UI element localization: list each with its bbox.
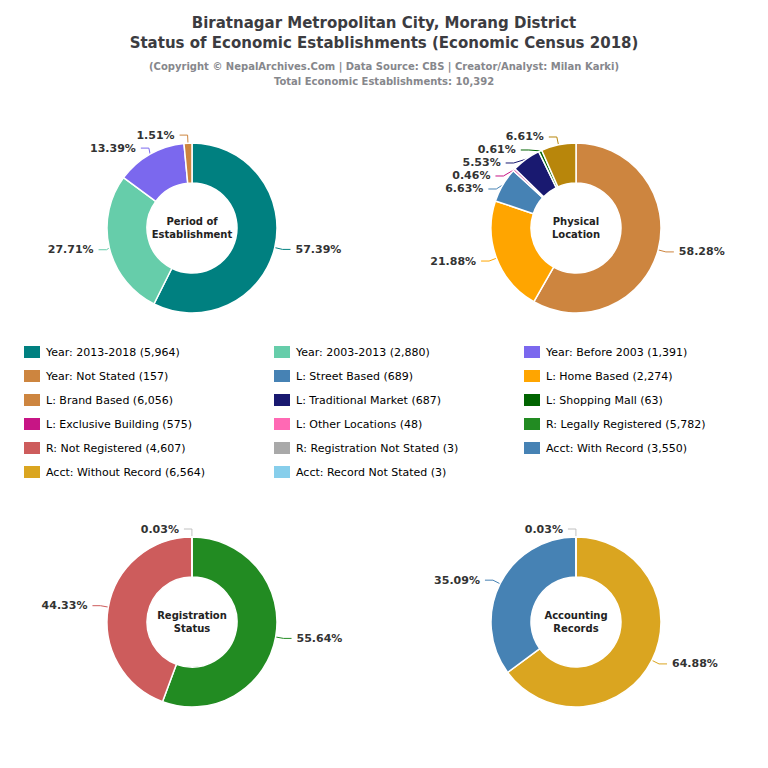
svg-text:L: Home Based (2,274): L: Home Based (2,274) [546,370,673,383]
svg-text:5.53%: 5.53% [462,156,500,169]
svg-text:Acct: With Record (3,550): Acct: With Record (3,550) [546,442,687,455]
svg-text:Establishment: Establishment [152,229,233,240]
svg-text:Biratnagar Metropolitan City,: Biratnagar Metropolitan City, Morang Dis… [192,14,577,32]
svg-text:Acct: Without Record (6,564): Acct: Without Record (6,564) [46,466,205,479]
svg-text:57.39%: 57.39% [296,243,342,256]
svg-text:1.51%: 1.51% [136,129,174,142]
svg-text:0.46%: 0.46% [452,169,490,182]
svg-text:R: Not Registered (4,607): R: Not Registered (4,607) [46,442,186,455]
svg-text:Status of Economic Establishme: Status of Economic Establishments (Econo… [130,34,639,52]
svg-text:55.64%: 55.64% [297,632,343,645]
svg-text:0.61%: 0.61% [478,143,516,156]
svg-text:L: Street Based (689): L: Street Based (689) [296,370,413,383]
svg-text:6.63%: 6.63% [445,182,483,195]
svg-text:L: Exclusive Building (575): L: Exclusive Building (575) [46,418,192,431]
svg-text:27.71%: 27.71% [48,243,94,256]
svg-text:0.03%: 0.03% [141,523,179,536]
svg-text:Year: 2003-2013 (2,880): Year: 2003-2013 (2,880) [295,346,430,359]
svg-text:13.39%: 13.39% [90,142,136,155]
svg-text:Status: Status [174,623,211,634]
svg-text:Year: 2013-2018 (5,964): Year: 2013-2018 (5,964) [45,346,180,359]
svg-text:R: Registration Not Stated (3): R: Registration Not Stated (3) [296,442,458,455]
svg-text:0.03%: 0.03% [525,523,563,536]
svg-text:58.28%: 58.28% [679,245,725,258]
svg-text:6.61%: 6.61% [506,130,544,143]
svg-text:44.33%: 44.33% [42,599,88,612]
svg-text:Accounting: Accounting [544,610,607,621]
svg-text:Year: Before 2003 (1,391): Year: Before 2003 (1,391) [545,346,687,359]
svg-text:Registration: Registration [157,610,227,621]
svg-text:Acct: Record Not Stated (3): Acct: Record Not Stated (3) [296,466,446,479]
svg-text:21.88%: 21.88% [430,255,476,268]
svg-text:Total Economic Establishments:: Total Economic Establishments: 10,392 [274,76,494,87]
svg-text:(Copyright © NepalArchives.Com: (Copyright © NepalArchives.Com | Data So… [149,61,619,73]
svg-text:L: Shopping Mall (63): L: Shopping Mall (63) [546,394,663,407]
svg-text:Location: Location [552,229,600,240]
svg-text:Physical: Physical [553,216,599,227]
svg-text:L: Other Locations (48): L: Other Locations (48) [296,418,422,431]
svg-text:64.88%: 64.88% [672,657,718,670]
svg-text:L: Traditional Market (687): L: Traditional Market (687) [296,394,441,407]
svg-text:Period of: Period of [166,216,218,227]
svg-text:Records: Records [553,623,598,634]
svg-text:35.09%: 35.09% [434,574,480,587]
svg-text:R: Legally Registered (5,782): R: Legally Registered (5,782) [546,418,705,431]
svg-text:Year: Not Stated (157): Year: Not Stated (157) [45,370,168,383]
svg-text:L: Brand Based (6,056): L: Brand Based (6,056) [46,394,173,407]
